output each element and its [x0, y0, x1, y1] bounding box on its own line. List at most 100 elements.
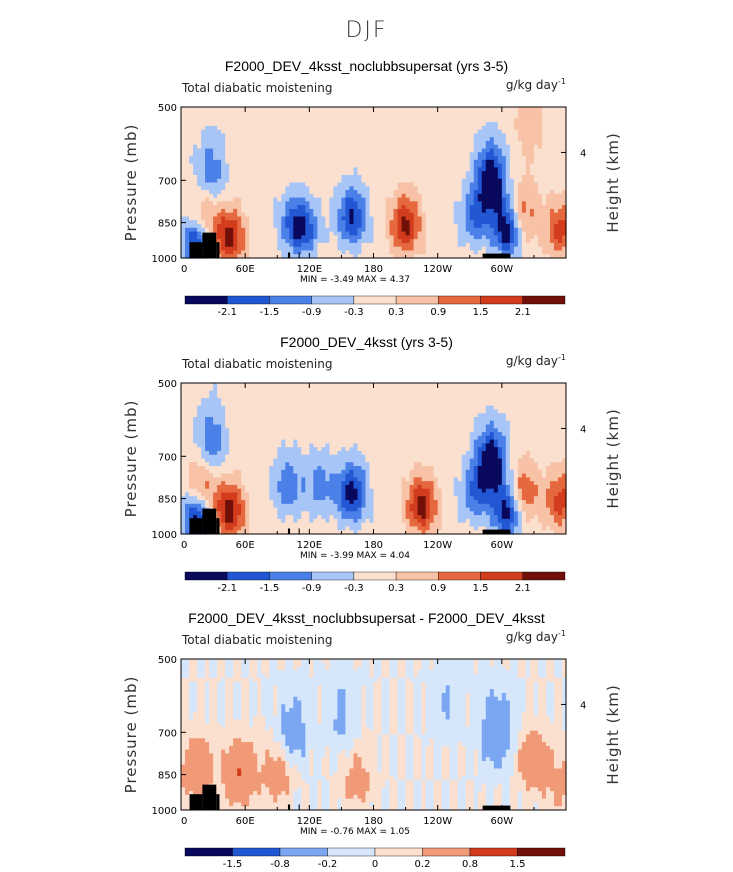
field-cell [253, 235, 258, 240]
field-cell [229, 152, 234, 157]
field-cell [189, 231, 194, 236]
field-cell [477, 125, 483, 131]
field-cell [213, 212, 218, 218]
field-cell [241, 250, 246, 255]
field-cell [345, 383, 351, 388]
field-cell [273, 171, 278, 176]
field-cell [557, 156, 563, 161]
field-cell [489, 163, 495, 168]
field-cell [561, 386, 567, 392]
field-cell [461, 201, 467, 206]
field-cell [453, 231, 459, 236]
field-cell [437, 171, 443, 176]
field-cell [521, 239, 527, 244]
field-cell [341, 114, 347, 119]
field-cell [377, 416, 383, 422]
field-cell [561, 413, 567, 418]
field-cell [209, 197, 214, 202]
field-cell [553, 171, 559, 176]
field-cell [477, 156, 483, 161]
field-cell [497, 182, 503, 187]
field-cell [293, 405, 298, 411]
field-cell [305, 182, 310, 187]
field-cell [321, 186, 326, 191]
field-cell [401, 167, 407, 172]
field-cell [217, 137, 222, 142]
field-cell [277, 140, 282, 146]
field-cell [325, 394, 330, 399]
field-cell [389, 383, 395, 388]
field-cell [277, 171, 282, 176]
field-cell [481, 394, 487, 399]
field-cell [245, 163, 250, 168]
field-cell [433, 140, 439, 146]
field-cell [549, 114, 555, 119]
field-cell [517, 242, 523, 248]
field-cell [369, 231, 375, 236]
field-cell [381, 133, 387, 138]
field-cell [537, 413, 543, 418]
field-cell [325, 242, 330, 248]
field-cell [241, 405, 246, 411]
field-cell [281, 152, 286, 157]
field-cell [441, 122, 447, 127]
field-cell [397, 254, 403, 259]
field-cell [341, 220, 347, 225]
field-cell [345, 239, 351, 244]
field-cell [309, 171, 314, 176]
field-cell [237, 409, 242, 414]
field-cell [453, 129, 459, 135]
field-cell [529, 246, 535, 252]
field-cell [377, 250, 383, 255]
field-cell [497, 208, 503, 214]
field-cell [253, 424, 258, 429]
field-cell [289, 424, 294, 429]
field-cell [393, 250, 399, 255]
field-cell [309, 148, 314, 153]
field-cell [461, 167, 467, 172]
field-cell [453, 235, 459, 240]
field-cell [553, 235, 559, 240]
field-cell [189, 125, 194, 131]
field-cell [325, 163, 330, 168]
field-cell [205, 156, 210, 161]
field-cell [345, 197, 351, 202]
field-cell [413, 212, 419, 218]
field-cell [525, 140, 531, 146]
field-cell [369, 205, 375, 210]
field-cell [357, 242, 363, 248]
field-cell [477, 205, 483, 210]
field-cell [457, 205, 463, 210]
field-cell [537, 386, 543, 392]
field-cell [473, 174, 479, 180]
field-cell [509, 401, 515, 407]
field-cell [257, 231, 262, 236]
field-cell [301, 133, 306, 138]
field-cell [469, 250, 475, 255]
field-cell [269, 122, 274, 127]
field-cell [293, 125, 298, 131]
field-cell [225, 242, 230, 248]
field-cell [197, 197, 202, 202]
field-cell [185, 416, 190, 422]
field-cell [237, 114, 242, 119]
field-cell [485, 182, 491, 187]
field-cell [241, 174, 246, 180]
field-cell [521, 110, 527, 116]
field-cell [425, 163, 431, 168]
field-cell [377, 231, 383, 236]
field-cell [209, 129, 214, 135]
field-cell [229, 216, 234, 221]
field-cell [497, 156, 503, 161]
field-cell [541, 398, 547, 403]
field-cell [277, 197, 282, 202]
field-cell [381, 205, 387, 210]
field-cell [557, 190, 563, 195]
field-cell [413, 167, 419, 172]
field-cell [433, 242, 439, 248]
field-cell [449, 144, 455, 150]
field-cell [233, 178, 238, 184]
field-cell [273, 167, 278, 172]
field-cell [517, 224, 523, 229]
field-cell [497, 110, 503, 116]
